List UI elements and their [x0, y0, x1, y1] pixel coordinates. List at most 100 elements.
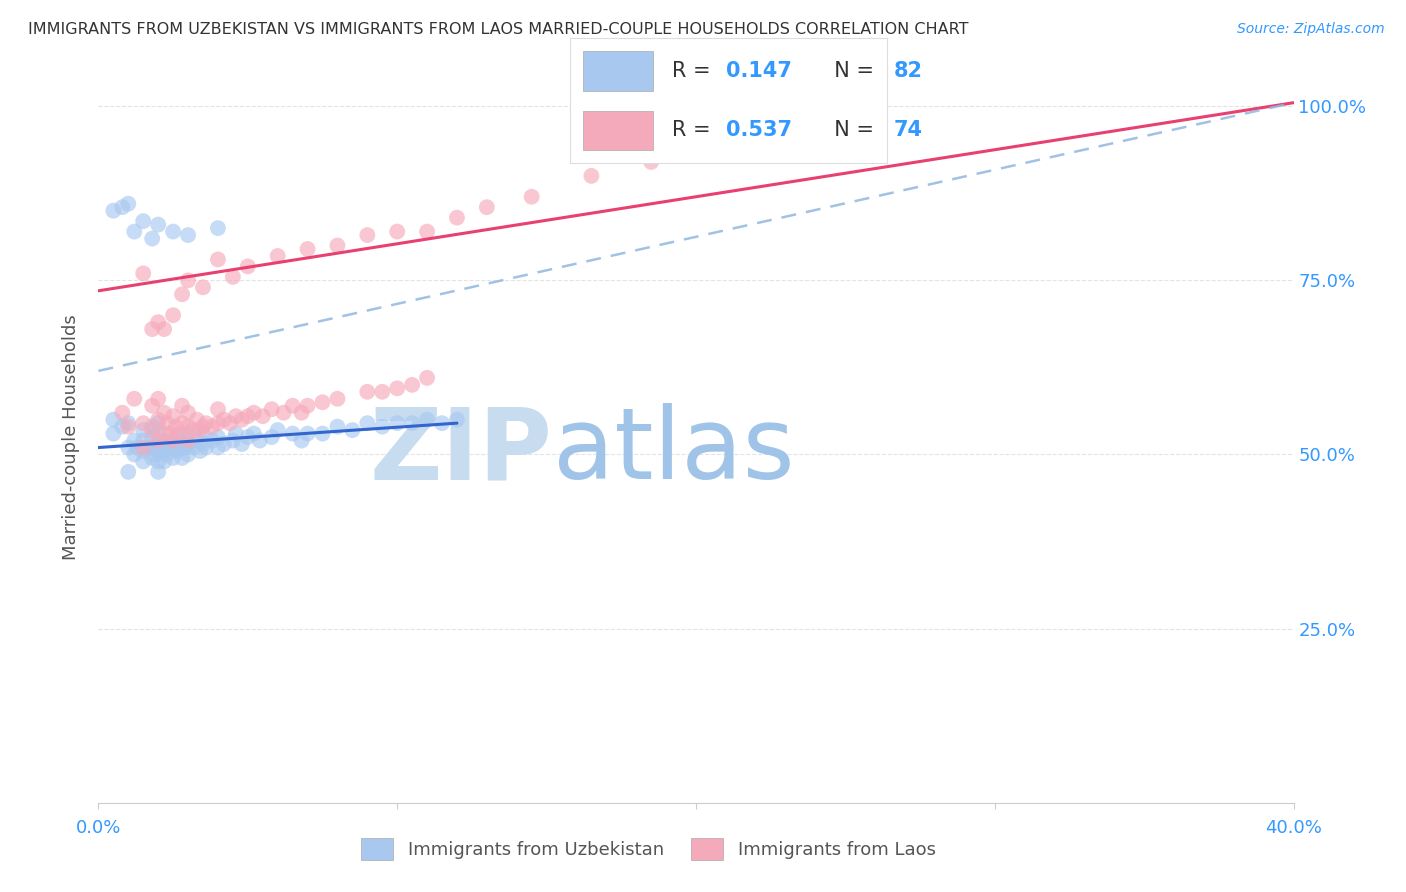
Point — [172, 287, 194, 301]
Point — [356, 384, 378, 399]
Point — [141, 450, 163, 465]
Point — [141, 419, 163, 434]
Point — [201, 434, 224, 448]
Point — [111, 406, 134, 420]
Point — [172, 399, 194, 413]
Point — [162, 437, 184, 451]
Point — [177, 448, 200, 462]
Point — [640, 155, 662, 169]
Point — [311, 395, 333, 409]
Point — [416, 225, 439, 239]
Point — [132, 444, 155, 458]
Point — [219, 416, 242, 430]
Point — [231, 437, 253, 451]
Point — [148, 315, 170, 329]
Point — [195, 416, 218, 430]
Point — [148, 416, 170, 430]
Point — [207, 416, 229, 430]
Point — [156, 416, 179, 430]
Point — [236, 409, 259, 424]
Point — [153, 406, 176, 420]
Point — [177, 437, 200, 451]
Point — [124, 434, 146, 448]
Point — [326, 238, 349, 252]
Point — [191, 437, 214, 451]
Point — [103, 426, 125, 441]
Point — [371, 419, 394, 434]
Point — [260, 430, 283, 444]
Point — [148, 392, 170, 406]
Point — [186, 412, 208, 426]
Point — [117, 196, 139, 211]
Point — [446, 412, 468, 426]
Point — [124, 392, 146, 406]
Point — [148, 444, 170, 458]
Point — [165, 419, 187, 434]
Point — [281, 399, 304, 413]
Point — [135, 441, 157, 455]
Point — [191, 280, 214, 294]
Point — [416, 412, 439, 426]
Point — [201, 419, 224, 434]
Text: Source: ZipAtlas.com: Source: ZipAtlas.com — [1237, 22, 1385, 37]
Point — [141, 441, 163, 455]
Point — [132, 416, 155, 430]
Point — [475, 200, 498, 214]
Point — [167, 441, 190, 455]
Point — [127, 441, 149, 455]
Point — [141, 423, 163, 437]
Point — [162, 225, 184, 239]
Point — [191, 426, 214, 441]
Point — [207, 441, 229, 455]
Point — [132, 434, 155, 448]
Point — [291, 434, 314, 448]
Point — [183, 423, 205, 437]
Point — [188, 444, 211, 458]
Point — [162, 434, 184, 448]
Point — [243, 426, 266, 441]
Point — [342, 423, 364, 437]
Point — [132, 266, 155, 280]
Point — [401, 377, 423, 392]
Point — [162, 409, 184, 424]
Text: IMMIGRANTS FROM UZBEKISTAN VS IMMIGRANTS FROM LAOS MARRIED-COUPLE HOUSEHOLDS COR: IMMIGRANTS FROM UZBEKISTAN VS IMMIGRANTS… — [28, 22, 969, 37]
Point — [143, 448, 166, 462]
Point — [207, 430, 229, 444]
Point — [148, 426, 170, 441]
Point — [124, 448, 146, 462]
Point — [231, 412, 253, 426]
Point — [207, 252, 229, 267]
Point — [225, 426, 247, 441]
Point — [117, 419, 139, 434]
Point — [177, 228, 200, 243]
Point — [273, 406, 295, 420]
Point — [267, 423, 290, 437]
Point — [159, 426, 181, 441]
Point — [225, 409, 247, 424]
Point — [267, 249, 290, 263]
Point — [159, 441, 181, 455]
Point — [281, 426, 304, 441]
Point — [222, 269, 245, 284]
Point — [212, 437, 235, 451]
Point — [141, 399, 163, 413]
Point — [124, 225, 146, 239]
Point — [356, 416, 378, 430]
Point — [212, 412, 235, 426]
Point — [297, 399, 319, 413]
Point — [103, 203, 125, 218]
Point — [385, 225, 409, 239]
Point — [177, 273, 200, 287]
Point — [252, 409, 274, 424]
Point — [117, 465, 139, 479]
Point — [191, 419, 214, 434]
Point — [177, 419, 200, 434]
Point — [430, 416, 453, 430]
Point — [132, 214, 155, 228]
Point — [222, 434, 245, 448]
Point — [385, 381, 409, 395]
Point — [148, 412, 170, 426]
Point — [148, 218, 170, 232]
Point — [446, 211, 468, 225]
Point — [165, 430, 187, 444]
